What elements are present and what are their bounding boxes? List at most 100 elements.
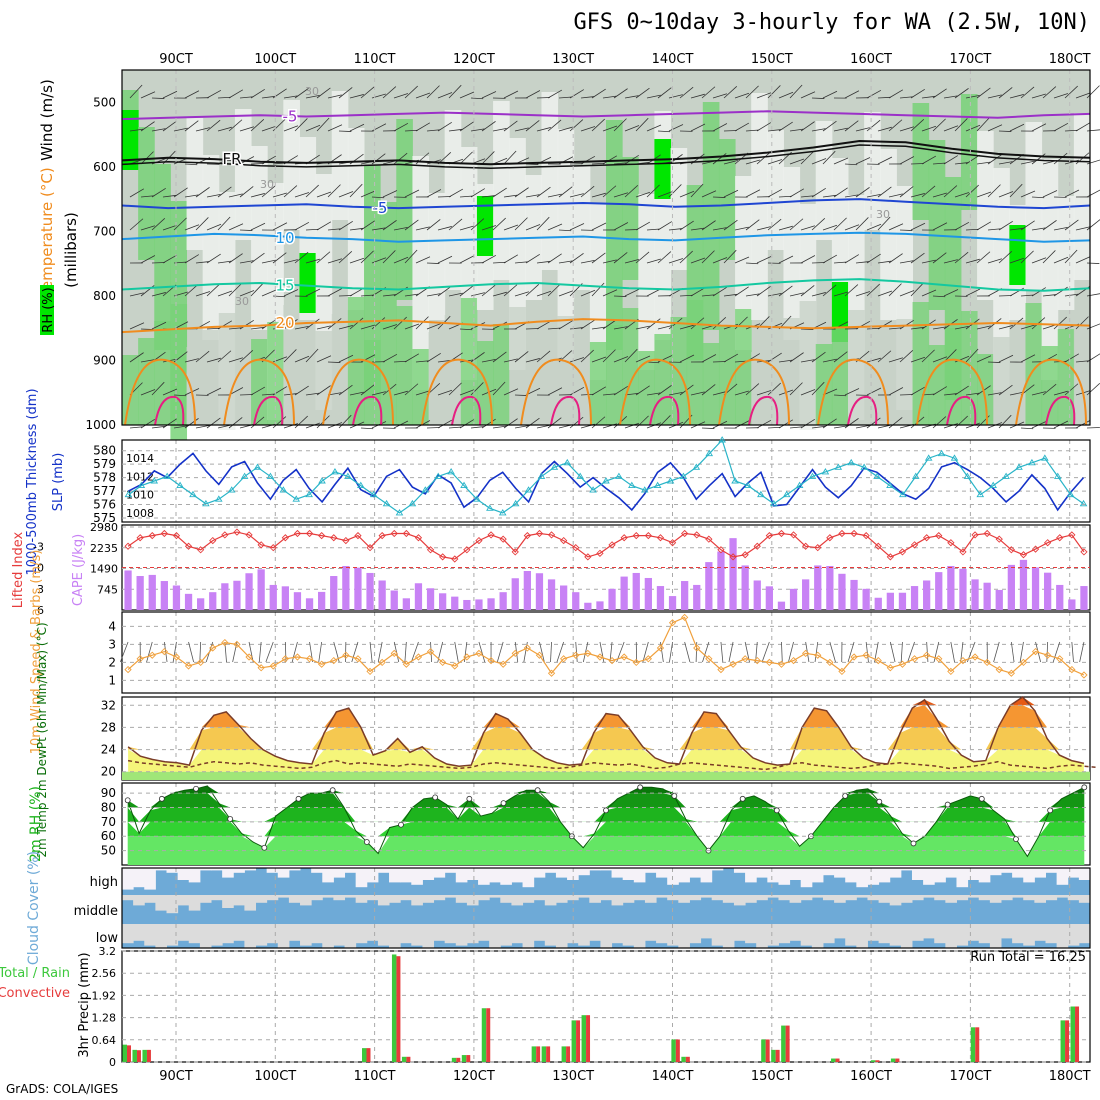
wind10m-marker — [402, 660, 410, 668]
wind-barb — [184, 224, 200, 231]
wind-barb — [140, 418, 155, 429]
cloud-cell-high — [199, 868, 212, 871]
wind-barb — [811, 381, 825, 396]
wind-barb — [261, 95, 276, 99]
wind10m-marker — [257, 664, 265, 672]
wind-barb — [250, 416, 265, 429]
wind-barb — [162, 254, 178, 264]
wind10m-marker — [971, 653, 979, 661]
rh-band — [718, 139, 736, 260]
wind-barb — [976, 161, 991, 165]
wind-barb — [679, 190, 695, 198]
cape-bar — [535, 573, 544, 610]
lifted-marker — [318, 531, 326, 540]
temp2m-axis-label: 2m Temp 2m DewPt (6hr Min/Max) (°C) — [35, 622, 49, 857]
lifted-marker — [535, 529, 544, 538]
wind-barb — [448, 188, 464, 198]
cape-bar — [584, 602, 592, 610]
wind10m-marker — [426, 647, 435, 656]
lifted-marker — [305, 529, 314, 538]
slp-marker — [576, 472, 584, 479]
wind-barb — [679, 220, 694, 231]
cape-bar — [475, 599, 483, 610]
wind-barb — [327, 361, 341, 363]
precip-convective-bar — [466, 1055, 471, 1062]
rh2m-marker — [1047, 807, 1054, 814]
wind-barb — [349, 123, 365, 132]
wind-barb — [976, 221, 992, 231]
slp-tick-label: 1008 — [126, 507, 154, 520]
precip-total-bar — [451, 1057, 457, 1062]
wind-barb — [206, 327, 221, 330]
lifted-tick-label: 6 — [37, 604, 44, 617]
temperature-contour-bump — [124, 358, 196, 426]
rh-band-low — [767, 335, 784, 425]
wind-barb — [866, 193, 881, 198]
cloud-cell-middle — [400, 895, 412, 901]
wind-barb — [756, 286, 771, 297]
cape-bar — [354, 567, 362, 610]
wind-barb — [833, 127, 848, 132]
wind-barb — [1009, 123, 1025, 132]
wind-barb — [800, 91, 816, 99]
wind-barb — [448, 84, 462, 99]
wind-barb — [822, 358, 837, 363]
wind-barb — [173, 127, 188, 132]
cloud-cell-high — [133, 868, 145, 888]
wind-barb — [910, 386, 926, 396]
wind-barb — [481, 225, 497, 231]
temp2m-band — [128, 749, 1084, 772]
wind10m-marker — [681, 613, 689, 622]
wind10m-barb — [1071, 641, 1074, 663]
rh2m-marker — [534, 787, 541, 794]
wind10m-barb — [720, 641, 724, 663]
lifted-marker — [451, 555, 459, 563]
wind-barb — [492, 425, 507, 429]
wind-barb — [789, 188, 805, 198]
precip-total-bar — [541, 1046, 547, 1062]
wind-barb — [470, 188, 485, 198]
wind-barb — [1020, 190, 1036, 198]
rh2m-marker — [671, 793, 678, 799]
wind-barb — [767, 352, 782, 363]
wind10m-barb — [172, 641, 177, 663]
precip-convective-bar — [536, 1046, 541, 1062]
wind-barb — [305, 94, 320, 99]
wind-barb — [184, 254, 199, 264]
slp-marker — [821, 468, 830, 475]
cloud-cell-high — [1056, 868, 1069, 885]
wind-barb — [756, 390, 772, 396]
wind-barb — [305, 124, 321, 132]
wind-barb — [602, 125, 618, 132]
wind-barb — [360, 220, 375, 231]
cape-tick-label: 745 — [97, 583, 118, 596]
slp-marker — [1015, 463, 1023, 470]
wind-barb — [217, 126, 232, 132]
wind-barb — [932, 192, 947, 198]
cloud-cell-low — [889, 924, 902, 946]
wind-barb — [954, 325, 969, 330]
lifted-marker — [547, 531, 556, 539]
wind-barb — [503, 388, 519, 396]
cloud-cell-low — [133, 924, 145, 941]
wind10m-barb — [550, 641, 552, 663]
cloud-cell-high — [533, 868, 546, 878]
cloud-level-label: low — [96, 931, 119, 946]
cloud-cell-low — [600, 924, 613, 948]
wind10m-barb — [539, 641, 545, 663]
wind-barb — [844, 388, 860, 396]
precip-total-bar — [870, 1060, 876, 1062]
wind-barb — [261, 393, 276, 396]
wind10m-barb — [950, 641, 955, 663]
cloud-cell-middle — [366, 895, 379, 901]
cloud-cell-middle — [934, 895, 946, 901]
cloud-cell-low — [1067, 924, 1080, 946]
slp-marker — [976, 490, 985, 498]
wind10m-marker — [802, 649, 810, 658]
wind-barb — [866, 357, 881, 363]
lifted-marker — [668, 539, 677, 547]
wind-barb — [283, 185, 298, 198]
x-tick-label-bottom: 110CT — [354, 1069, 396, 1084]
lifted-marker — [245, 531, 253, 539]
wind-barb — [349, 257, 365, 264]
